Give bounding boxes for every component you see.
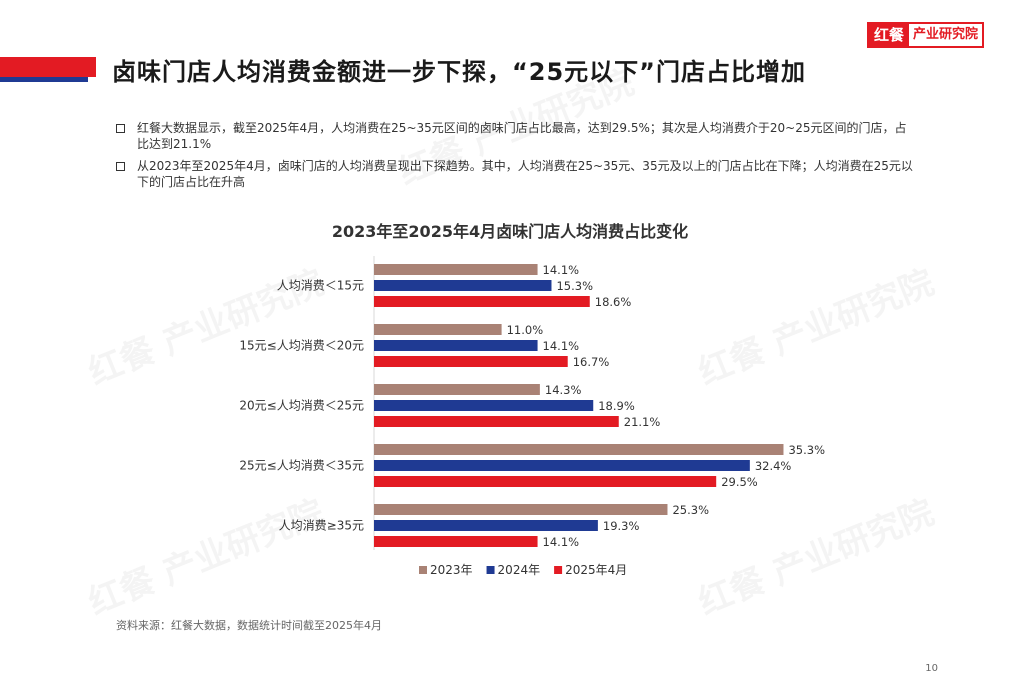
bar-chart: 人均消费＜15元 14.1% 15.3%18.6% 15元≤人均消费＜20元 11.0%… bbox=[239, 256, 825, 577]
chart-title: 2023年至2025年4月卤味门店人均消费占比变化 bbox=[331, 222, 689, 241]
bar-2023年 bbox=[374, 324, 502, 335]
data-label: 11.0% bbox=[507, 323, 544, 337]
data-label: 14.1% bbox=[543, 339, 580, 353]
bar-2025年4月 bbox=[374, 296, 590, 307]
data-label: 18.9% bbox=[598, 399, 635, 413]
bar-2025年4月 bbox=[374, 356, 568, 367]
data-label: 19.3% bbox=[603, 519, 640, 533]
category-label: 人均消费≥35元 bbox=[279, 519, 364, 533]
page-title: 卤味门店人均消费金额进一步下探，“25元以下”门店占比增加 bbox=[112, 58, 806, 86]
header-blue-stripe bbox=[0, 77, 88, 82]
bar-2023年 bbox=[374, 444, 784, 455]
data-label: 15.3% bbox=[556, 279, 593, 293]
page-number: 10 bbox=[925, 663, 938, 674]
bullet-list: 红餐大数据显示，截至2025年4月，人均消费在25~35元区间的卤味门店占比最高… bbox=[116, 120, 916, 196]
square-bullet-icon bbox=[116, 124, 125, 133]
data-label: 21.1% bbox=[624, 415, 661, 429]
data-label: 29.5% bbox=[721, 475, 758, 489]
bar-2024年 bbox=[374, 460, 750, 471]
bar-2024年 bbox=[374, 280, 552, 291]
legend-label: 2025年4月 bbox=[565, 563, 627, 577]
legend-label: 2023年 bbox=[430, 563, 473, 577]
logo-main: 红餐 bbox=[868, 24, 909, 46]
category-label: 20元≤人均消费＜25元 bbox=[239, 399, 364, 413]
bar-2025年4月 bbox=[374, 416, 619, 427]
category-label: 人均消费＜15元 bbox=[277, 279, 364, 293]
brand-logo: 红餐 产业研究院 bbox=[866, 22, 984, 48]
legend-swatch bbox=[486, 566, 495, 574]
bar-2025年4月 bbox=[374, 536, 538, 547]
bullet-item: 红餐大数据显示，截至2025年4月，人均消费在25~35元区间的卤味门店占比最高… bbox=[116, 120, 916, 152]
bar-2024年 bbox=[374, 340, 538, 351]
bar-2024年 bbox=[374, 400, 594, 411]
data-label: 16.7% bbox=[573, 355, 610, 369]
square-bullet-icon bbox=[116, 162, 125, 171]
legend-swatch bbox=[554, 566, 563, 574]
bullet-text: 红餐大数据显示，截至2025年4月，人均消费在25~35元区间的卤味门店占比最高… bbox=[137, 121, 907, 151]
category-label: 15元≤人均消费＜20元 bbox=[239, 339, 364, 353]
header-red-stripe bbox=[0, 57, 96, 77]
data-label: 14.3% bbox=[545, 383, 582, 397]
data-label: 25.3% bbox=[672, 503, 709, 517]
source-note: 资料来源：红餐大数据，数据统计时间截至2025年4月 bbox=[116, 619, 382, 632]
category-label: 25元≤人均消费＜35元 bbox=[239, 459, 364, 473]
legend-swatch bbox=[419, 566, 427, 574]
data-label: 14.1% bbox=[543, 263, 580, 277]
bullet-item: 从2023年至2025年4月，卤味门店的人均消费呈现出下探趋势。其中，人均消费在… bbox=[116, 158, 916, 190]
data-label: 14.1% bbox=[543, 535, 580, 549]
bar-2023年 bbox=[374, 264, 538, 275]
logo-sub: 产业研究院 bbox=[908, 24, 982, 46]
header-red-wedge bbox=[82, 57, 96, 82]
legend-label: 2024年 bbox=[498, 563, 541, 577]
bar-2023年 bbox=[374, 504, 668, 515]
bar-2025年4月 bbox=[374, 476, 717, 487]
data-label: 32.4% bbox=[755, 459, 792, 473]
bar-2024年 bbox=[374, 520, 598, 531]
bullet-text: 从2023年至2025年4月，卤味门店的人均消费呈现出下探趋势。其中，人均消费在… bbox=[137, 159, 913, 189]
data-label: 18.6% bbox=[595, 295, 632, 309]
bar-2023年 bbox=[374, 384, 540, 395]
data-label: 35.3% bbox=[788, 443, 825, 457]
